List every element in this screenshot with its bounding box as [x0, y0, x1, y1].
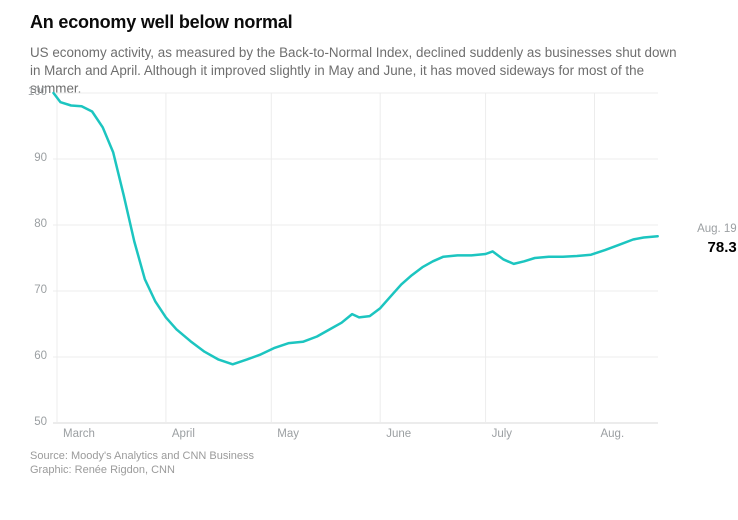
source-credit: Source: Moody's Analytics and CNN Busine…	[30, 449, 254, 477]
y-tick-label: 90	[34, 152, 47, 164]
source-line: Source: Moody's Analytics and CNN Busine…	[30, 450, 255, 462]
y-tick-label: 100	[27, 86, 47, 98]
y-tick-label: 60	[34, 350, 47, 362]
y-tick-label: 70	[34, 284, 47, 296]
vertical-gridlines	[56, 93, 595, 423]
back-to-normal-index-line	[52, 91, 659, 366]
horizontal-gridlines	[53, 92, 658, 424]
chart-subtitle: US economy activity, as measured by the …	[30, 45, 677, 96]
x-tick-label: July	[491, 428, 513, 440]
y-tick-label: 80	[34, 218, 47, 230]
annotation-date-label: Aug. 19	[697, 223, 737, 236]
x-tick-label: June	[386, 428, 412, 440]
x-tick-label: March	[63, 428, 95, 440]
x-tick-label: May	[277, 428, 300, 440]
x-tick-label: April	[171, 428, 195, 440]
x-tick-label: Aug.	[600, 428, 625, 440]
y-tick-label: 50	[34, 416, 47, 428]
page-title: An economy well below normal	[30, 12, 293, 32]
graphic-credit-line: Graphic: Renée Rigdon, CNN	[30, 464, 175, 476]
annotation-value-label: 78.3	[707, 239, 737, 257]
